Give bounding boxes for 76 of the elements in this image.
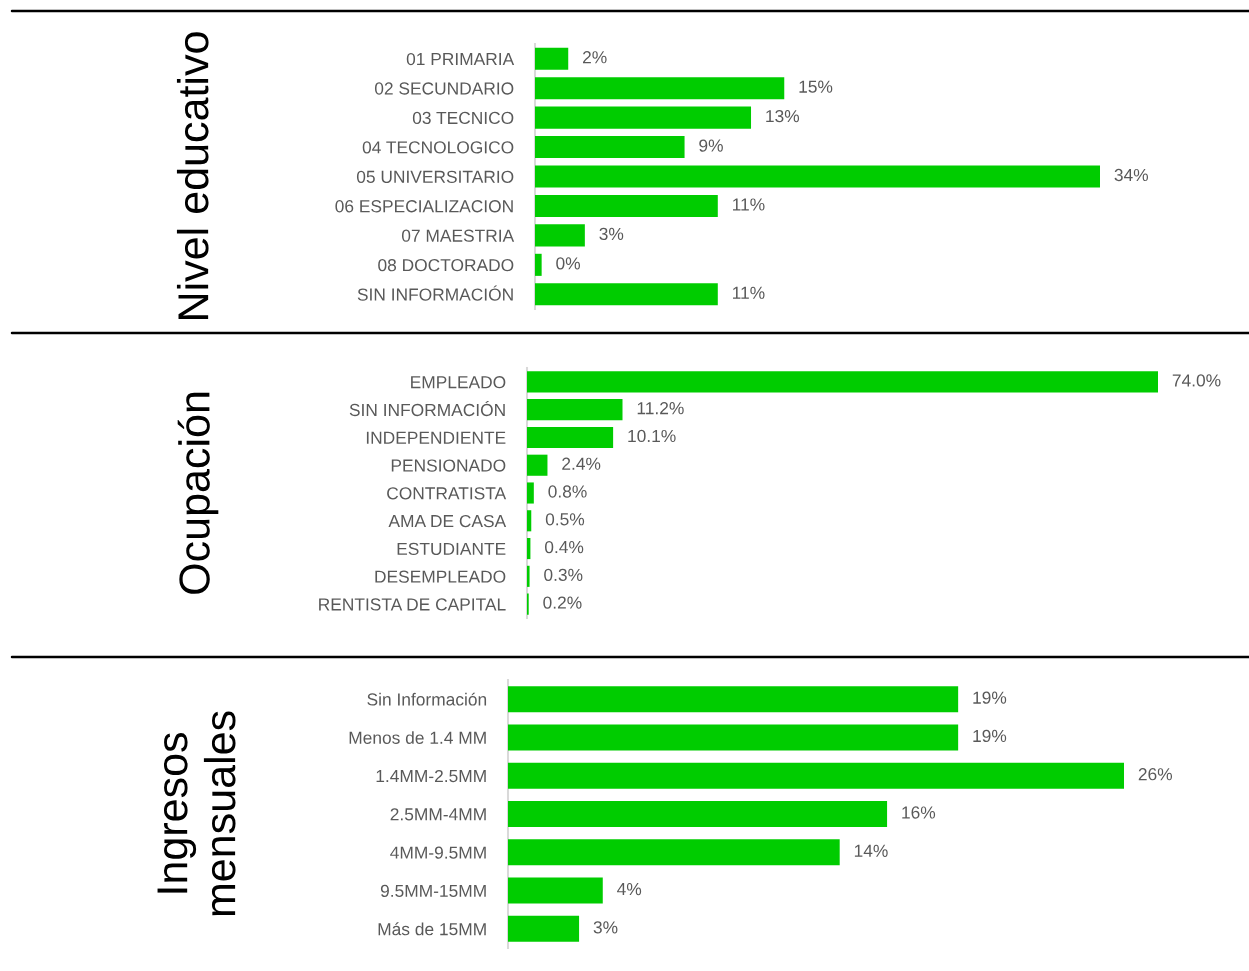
y-tick-label: 02 SECUNDARIO	[374, 82, 514, 95]
data-label: 19%	[973, 691, 1007, 704]
text: Nivel educativo	[176, 32, 209, 319]
bar	[527, 426, 614, 448]
y-tick-label: Sin Información	[367, 692, 487, 706]
y-tick-label: Menos de 1.4 MM	[349, 731, 486, 744]
y-tick-label: Más de 15MM	[378, 922, 486, 936]
bar	[508, 839, 840, 866]
data-label: 11.2%	[637, 402, 684, 415]
bar	[535, 194, 718, 217]
bar	[535, 283, 718, 306]
data-label: 11%	[733, 198, 765, 211]
text: Ingresos mensuales	[157, 711, 236, 916]
y-tick-label: 2.5MM-4MM	[390, 808, 486, 821]
bar	[527, 371, 1158, 393]
data-label: 0%	[556, 257, 581, 270]
data-label: 4%	[617, 883, 642, 896]
data-label: 13%	[766, 109, 800, 123]
bar	[535, 47, 569, 70]
bar	[535, 136, 685, 159]
data-label: 3%	[599, 227, 624, 241]
y-tick-label: 03 TECNICO	[412, 111, 514, 125]
y-tick-label: 08 DOCTORADO	[378, 259, 514, 272]
bar	[527, 565, 530, 587]
y-tick-label: SIN INFORMACIÓN	[357, 285, 513, 301]
bar	[527, 482, 534, 504]
data-label: 2%	[583, 51, 607, 64]
data-label: 0.3%	[544, 568, 583, 581]
bar	[527, 454, 548, 476]
y-tick-label: RENTISTA DE CAPITAL	[319, 598, 506, 611]
y-tick-label: 05 UNIVERSITARIO	[356, 170, 514, 183]
y-tick-label: AMA DE CASA	[388, 514, 507, 528]
data-label: 34%	[1114, 168, 1149, 182]
data-label: 3%	[593, 921, 618, 934]
bar	[508, 686, 959, 713]
data-label: 0.4%	[544, 540, 584, 554]
y-tick-label: 9.5MM-15MM	[380, 884, 486, 898]
data-label: 0.8%	[548, 485, 587, 498]
bar	[508, 877, 603, 904]
data-label: 74.0%	[1172, 374, 1221, 387]
data-label: 19%	[973, 729, 1007, 743]
data-label: 26%	[1138, 768, 1173, 781]
bar	[535, 253, 542, 276]
y-tick-label: PENSIONADO	[391, 459, 506, 472]
y-tick-label: 4MM-9.5MM	[390, 846, 486, 859]
y-tick-label: 07 MAESTRIA	[401, 229, 515, 242]
bar	[508, 915, 580, 942]
data-label: 0.2%	[543, 596, 582, 609]
data-label: 0.5%	[545, 513, 585, 526]
y-tick-label: ESTUDIANTE	[397, 542, 506, 556]
y-tick-label: 1.4MM-2.5MM	[376, 769, 486, 783]
bar	[527, 399, 623, 421]
bar	[535, 165, 1100, 188]
y-tick-label: CONTRATISTA	[387, 487, 507, 500]
data-label: 10.1%	[628, 429, 676, 443]
data-label: 2.4%	[562, 457, 601, 470]
bar	[535, 224, 585, 247]
data-label: 15%	[799, 80, 833, 93]
data-label: 16%	[902, 806, 936, 819]
y-tick-label: EMPLEADO	[411, 376, 506, 389]
data-label: 11%	[733, 286, 765, 299]
bar	[535, 106, 752, 129]
y-tick-label: 01 PRIMARIA	[406, 52, 515, 66]
y-tick-label: SIN INFORMACIÓN	[349, 400, 505, 417]
bar	[527, 510, 532, 532]
y-tick-label: INDEPENDIENTE	[366, 431, 506, 444]
bar	[508, 762, 1124, 789]
data-label: 9%	[699, 139, 723, 152]
y-tick-label: 04 TECNOLOGICO	[362, 141, 514, 154]
bar	[508, 724, 959, 751]
bar	[535, 77, 785, 100]
y-tick-label: 06 ESPECIALIZACION	[335, 200, 513, 213]
y-tick-label: DESEMPLEADO	[375, 570, 506, 583]
bar	[508, 800, 888, 828]
text: Ocupación	[177, 392, 219, 594]
data-label: 14%	[854, 844, 888, 857]
